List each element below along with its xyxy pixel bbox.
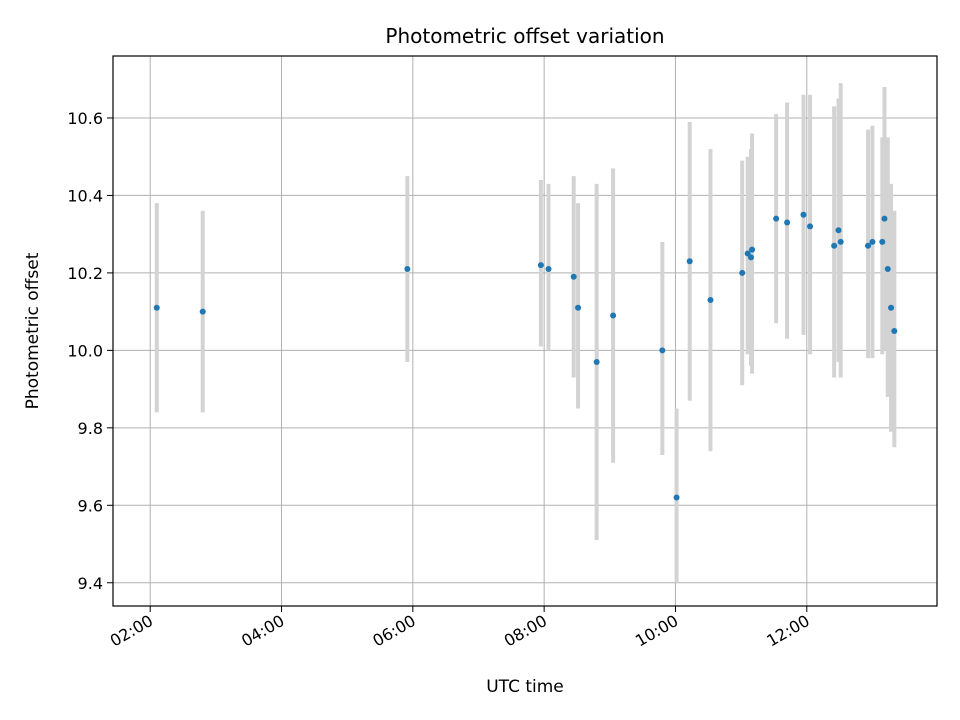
data-point: [707, 297, 714, 304]
grid: [113, 56, 937, 606]
y-tick-label: 10.0: [67, 341, 103, 360]
data-point: [837, 238, 844, 245]
data-point: [545, 266, 552, 273]
data-point: [884, 266, 891, 273]
y-tick-label: 9.6: [78, 496, 103, 515]
data-point: [570, 273, 577, 280]
data-point: [739, 269, 746, 276]
data-points: [153, 211, 898, 501]
y-tick-label: 10.4: [67, 186, 103, 205]
plot-frame: [112, 55, 938, 607]
data-point: [831, 242, 838, 249]
data-point: [686, 258, 693, 265]
data-point: [199, 308, 206, 315]
y-tick-label: 9.8: [78, 419, 103, 438]
data-point: [865, 242, 872, 249]
data-point: [879, 238, 886, 245]
data-point: [888, 304, 895, 311]
data-point: [575, 304, 582, 311]
data-point: [869, 238, 876, 245]
y-tick-label: 10.6: [67, 109, 103, 128]
data-point: [835, 227, 842, 234]
data-point: [404, 266, 411, 273]
data-point: [784, 219, 791, 226]
data-point: [153, 304, 160, 311]
chart-title: Photometric offset variation: [385, 24, 664, 48]
data-point: [593, 358, 600, 365]
data-point: [881, 215, 888, 222]
data-point: [800, 211, 807, 218]
data-point: [773, 215, 780, 222]
data-point: [891, 328, 898, 334]
data-point: [747, 254, 754, 261]
data-point: [807, 223, 814, 230]
y-axis-label: Photometric offset: [23, 252, 43, 409]
data-point: [537, 262, 544, 269]
y-axis-ticks: 9.4 9.6 9.8 10.0 10.2 10.4 10.6: [67, 109, 113, 593]
y-tick-label: 10.2: [67, 264, 103, 283]
data-point: [610, 312, 617, 319]
data-point: [673, 494, 680, 501]
data-point: [749, 246, 756, 253]
y-tick-label: 9.4: [78, 574, 103, 593]
data-point: [659, 347, 666, 354]
x-axis-label: UTC time: [486, 677, 564, 697]
